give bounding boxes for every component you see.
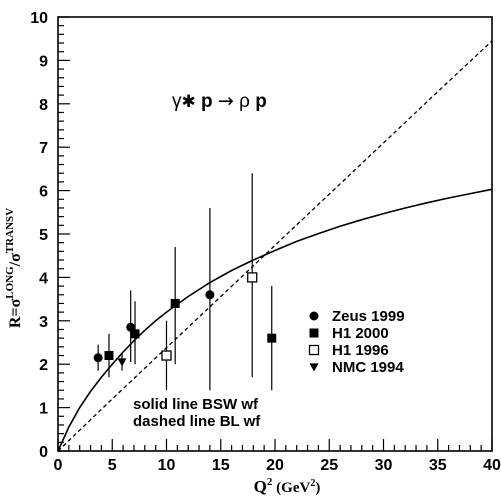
y-axis-label-main: R=σ bbox=[7, 298, 24, 328]
y-tick-label: 7 bbox=[39, 140, 48, 157]
legend-label-zeus-1999: Zeus 1999 bbox=[332, 308, 405, 325]
x-tick-label: 20 bbox=[266, 457, 284, 474]
x-tick-labels: 0 5 10 15 20 25 30 35 40 bbox=[54, 457, 501, 474]
x-tick-label: 10 bbox=[158, 457, 176, 474]
data-points bbox=[93, 173, 277, 391]
y-tick-label: 3 bbox=[39, 314, 48, 331]
reaction-proton-out: p bbox=[255, 91, 267, 112]
legend-label-h1-1996: H1 1996 bbox=[332, 342, 389, 359]
y-axis-label-sup2: TRANSV bbox=[4, 208, 16, 253]
h1-2000-point bbox=[130, 329, 140, 339]
h1-1996-point bbox=[247, 272, 258, 283]
legend-label-h1-2000: H1 2000 bbox=[332, 325, 389, 342]
legend-marker-nmc-1994 bbox=[309, 363, 319, 372]
legend-marker-h1-1996 bbox=[308, 344, 320, 356]
y-tick-label: 0 bbox=[39, 444, 48, 461]
h1-2000-point bbox=[267, 333, 277, 343]
y-tick-labels: 0 1 2 3 4 5 6 7 8 9 10 bbox=[30, 10, 48, 461]
note-solid: solid line BSW wf bbox=[133, 396, 259, 413]
y-tick-label: 5 bbox=[39, 227, 48, 244]
x-tick-label: 25 bbox=[320, 457, 338, 474]
x-tick-label: 30 bbox=[375, 457, 393, 474]
x-tick-label: 0 bbox=[54, 457, 63, 474]
legend-label-nmc-1994: NMC 1994 bbox=[332, 359, 404, 376]
zeus-1999-point bbox=[205, 290, 215, 300]
x-tick-label: 15 bbox=[212, 457, 230, 474]
dashed-curve bbox=[57, 40, 493, 452]
legend-marker-zeus-1999 bbox=[309, 311, 319, 321]
reaction-arrow: → bbox=[218, 90, 234, 112]
x-tick-label: 5 bbox=[108, 457, 117, 474]
h1-2000-point bbox=[104, 351, 114, 361]
x-axis-label-main: Q bbox=[254, 477, 267, 496]
note-dashed: dashed line BL wf bbox=[133, 413, 261, 430]
y-tick-label: 9 bbox=[39, 53, 48, 70]
model-curves bbox=[57, 40, 493, 452]
zeus-1999-point bbox=[93, 353, 103, 363]
reaction-label: γ✱ p → ρ p bbox=[172, 90, 267, 112]
solid-curve bbox=[57, 188, 493, 452]
y-axis-label-slash: /σ bbox=[7, 253, 24, 267]
plot-frame bbox=[57, 16, 493, 452]
x-tick-label: 40 bbox=[483, 457, 501, 474]
reaction-star: ✱ bbox=[182, 92, 196, 111]
y-tick-label: 10 bbox=[30, 10, 48, 27]
x-axis-label-unit-open: (GeV bbox=[272, 480, 310, 496]
y-tick-label: 6 bbox=[39, 184, 48, 201]
reaction-gamma: γ bbox=[172, 91, 182, 112]
axis-ticks bbox=[57, 16, 493, 452]
y-tick-label: 1 bbox=[39, 401, 48, 418]
h1-1996-point bbox=[161, 350, 172, 361]
y-tick-label: 2 bbox=[39, 357, 48, 374]
x-tick-label: 35 bbox=[429, 457, 447, 474]
x-axis-label-unit-sup: 2 bbox=[310, 478, 315, 489]
nmc-1994-point bbox=[117, 358, 127, 367]
reaction-rho: ρ bbox=[239, 91, 250, 112]
legend-marker-h1-2000 bbox=[309, 328, 319, 338]
y-tick-label: 8 bbox=[39, 97, 48, 114]
reaction-proton-in: p bbox=[201, 91, 213, 112]
y-tick-label: 4 bbox=[39, 270, 48, 287]
x-axis-label-sup: 2 bbox=[267, 476, 273, 488]
y-axis-label-sup1: LONG bbox=[4, 266, 16, 299]
x-axis-label: Q2 (GeV2) bbox=[254, 476, 321, 496]
h1-2000-point bbox=[170, 298, 180, 308]
y-axis-label: R=σLONG/σTRANSV bbox=[4, 208, 24, 328]
x-axis-label-unit-close: ) bbox=[315, 480, 320, 496]
